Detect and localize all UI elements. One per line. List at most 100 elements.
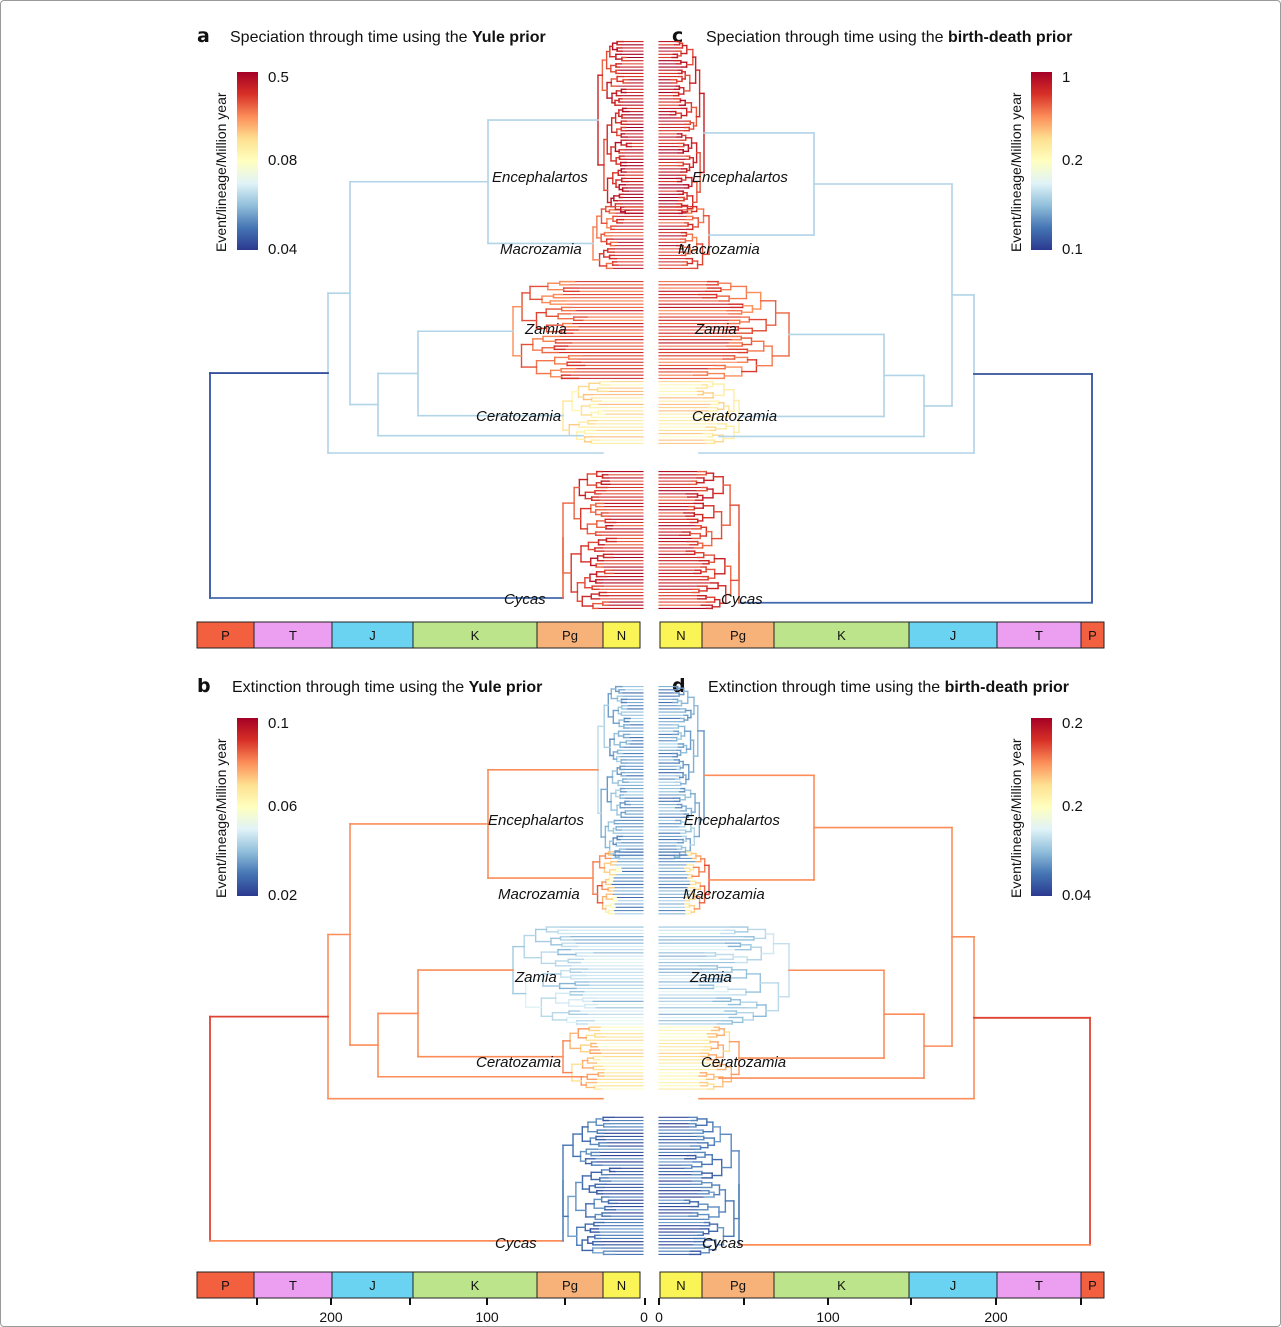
era-block-p bbox=[196, 1271, 255, 1299]
axis-tick-label-100-right: 100 bbox=[816, 1309, 840, 1325]
clade-label-cycas-d: Cycas bbox=[702, 1235, 744, 1252]
colorbar-tick-max-c: 1 bbox=[1062, 69, 1070, 86]
clade-label-encephalartos-c: Encephalartos bbox=[692, 169, 788, 186]
era-bar-d: N Pg K J T P bbox=[659, 1271, 1105, 1299]
panel-title-c: Speciation through time using the birth-… bbox=[706, 29, 1072, 46]
era-label-j: J bbox=[369, 1278, 376, 1293]
tree-b bbox=[209, 685, 644, 1256]
axis-tick-label-100-left: 100 bbox=[475, 1309, 499, 1325]
colorbar-tick-max-a: 0.5 bbox=[268, 69, 289, 86]
colorbar-gradient-a bbox=[237, 72, 258, 250]
axis-tick-label-200-right: 200 bbox=[984, 1309, 1008, 1325]
colorbar-tick-min-d: 0.04 bbox=[1062, 887, 1091, 904]
clade-label-cycas-a: Cycas bbox=[504, 591, 546, 608]
panel-title-d: Extinction through time using the birth-… bbox=[708, 679, 1069, 696]
tree-a bbox=[209, 40, 644, 610]
colorbar-tick-max-b: 0.1 bbox=[268, 715, 289, 732]
era-bar-b: P T J K Pg N bbox=[196, 1271, 641, 1299]
panel-title-a: Speciation through time using the Yule p… bbox=[230, 29, 546, 46]
clade-label-cycas-b: Cycas bbox=[495, 1235, 537, 1252]
era-block-n bbox=[602, 1271, 641, 1299]
clade-label-zamia-a: Zamia bbox=[524, 321, 567, 338]
era-label-pg: Pg bbox=[562, 628, 578, 643]
clade-labels-c: Encephalartos Macrozamia Zamia Ceratozam… bbox=[678, 169, 788, 608]
era-label-p: P bbox=[1088, 628, 1097, 643]
clade-labels-a: Encephalartos Macrozamia Zamia Ceratozam… bbox=[476, 169, 588, 608]
era-label-t: T bbox=[289, 628, 297, 643]
era-block-k bbox=[412, 621, 538, 649]
era-block-n bbox=[659, 621, 703, 649]
clade-labels-d: Encephalartos Macrozamia Zamia Ceratozam… bbox=[683, 812, 786, 1252]
era-block-j bbox=[908, 1271, 998, 1299]
era-label-j: J bbox=[369, 628, 376, 643]
colorbar-label-a: Event/lineage/Million year bbox=[213, 92, 229, 252]
colorbar-a: 0.5 0.08 0.04 Event/lineage/Million year bbox=[213, 69, 297, 258]
era-block-n bbox=[602, 621, 641, 649]
era-label-k: K bbox=[837, 1278, 846, 1293]
colorbar-label-c: Event/lineage/Million year bbox=[1008, 92, 1024, 252]
panel-label-b: b bbox=[197, 675, 211, 697]
era-block-j bbox=[908, 621, 998, 649]
era-label-j: J bbox=[950, 628, 957, 643]
clade-label-zamia-b: Zamia bbox=[514, 969, 557, 986]
era-block-k bbox=[773, 1271, 910, 1299]
era-block-k bbox=[412, 1271, 538, 1299]
panel-a: a Speciation through time using the Yule… bbox=[196, 25, 644, 649]
colorbar-d: 0.2 0.2 0.04 Event/lineage/Million year bbox=[1008, 715, 1091, 904]
clade-label-ceratozamia-b: Ceratozamia bbox=[476, 1054, 561, 1071]
era-block-j bbox=[331, 621, 414, 649]
time-axis: 200 100 0 0 100 200 bbox=[256, 1298, 1082, 1325]
colorbar-tick-mid-b: 0.06 bbox=[268, 798, 297, 815]
era-label-n: N bbox=[617, 1278, 626, 1293]
era-label-n: N bbox=[676, 628, 685, 643]
clade-label-ceratozamia-a: Ceratozamia bbox=[476, 408, 561, 425]
era-block-t bbox=[253, 621, 333, 649]
panel-label-a: a bbox=[197, 25, 210, 47]
clade-label-encephalartos-a: Encephalartos bbox=[492, 169, 588, 186]
colorbar-b: 0.1 0.06 0.02 Event/lineage/Million year bbox=[213, 715, 297, 904]
colorbar-label-d: Event/lineage/Million year bbox=[1008, 738, 1024, 898]
era-label-p: P bbox=[221, 1278, 230, 1293]
clade-label-macrozamia-d: Macrozamia bbox=[683, 886, 765, 903]
axis-tick-label-200-left: 200 bbox=[319, 1309, 343, 1325]
era-block-j bbox=[331, 1271, 414, 1299]
era-label-n: N bbox=[617, 628, 626, 643]
panel-label-d: d bbox=[672, 675, 686, 697]
era-block-t bbox=[996, 1271, 1082, 1299]
clade-label-zamia-d: Zamia bbox=[689, 969, 732, 986]
colorbar-tick-mid-d: 0.2 bbox=[1062, 798, 1083, 815]
colorbar-tick-min-b: 0.02 bbox=[268, 887, 297, 904]
era-block-pg bbox=[701, 621, 775, 649]
era-label-t: T bbox=[289, 1278, 297, 1293]
era-label-t: T bbox=[1035, 1278, 1043, 1293]
era-label-n: N bbox=[676, 1278, 685, 1293]
clade-label-macrozamia-c: Macrozamia bbox=[678, 241, 760, 258]
era-block-p bbox=[196, 621, 255, 649]
axis-tick-label-0-left: 0 bbox=[640, 1309, 648, 1325]
era-block-n bbox=[659, 1271, 703, 1299]
colorbar-tick-min-a: 0.04 bbox=[268, 241, 297, 258]
tree-c bbox=[658, 40, 1093, 610]
clade-label-encephalartos-b: Encephalartos bbox=[488, 812, 584, 829]
clade-label-zamia-c: Zamia bbox=[694, 321, 737, 338]
era-label-p: P bbox=[1088, 1278, 1097, 1293]
clade-labels-b: Encephalartos Macrozamia Zamia Ceratozam… bbox=[476, 812, 584, 1252]
panel-d: d Extinction through time using the birt… bbox=[658, 675, 1105, 1299]
clade-label-macrozamia-b: Macrozamia bbox=[498, 886, 580, 903]
colorbar-label-b: Event/lineage/Million year bbox=[213, 738, 229, 898]
era-block-k bbox=[773, 621, 910, 649]
panel-c: c Speciation through time using the birt… bbox=[658, 25, 1105, 649]
era-block-p bbox=[1080, 621, 1105, 649]
clade-label-ceratozamia-d: Ceratozamia bbox=[701, 1054, 786, 1071]
panel-title-b: Extinction through time using the Yule p… bbox=[232, 679, 542, 696]
era-bar-c: N Pg K J T P bbox=[659, 621, 1105, 649]
era-label-t: T bbox=[1035, 628, 1043, 643]
axis-tick-label-0-right: 0 bbox=[655, 1309, 663, 1325]
colorbar-gradient-b bbox=[237, 718, 258, 896]
era-label-k: K bbox=[471, 628, 480, 643]
era-label-pg: Pg bbox=[562, 1278, 578, 1293]
tree-d bbox=[658, 685, 1091, 1256]
era-block-p bbox=[1080, 1271, 1105, 1299]
era-label-pg: Pg bbox=[730, 1278, 746, 1293]
